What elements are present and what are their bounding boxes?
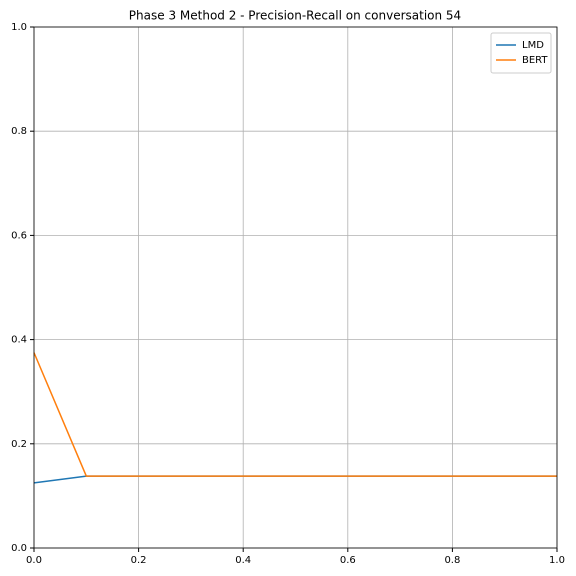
legend-label: LMD: [522, 40, 544, 51]
chart-title: Phase 3 Method 2 - Precision-Recall on c…: [129, 9, 461, 23]
x-tick-label: 0.6: [340, 555, 356, 566]
y-tick-label: 0.0: [11, 543, 27, 554]
plot-frame: [33, 26, 558, 549]
line-series: [33, 352, 557, 477]
x-tick-label: 0.2: [131, 555, 147, 566]
x-tick-label: 1.0: [549, 555, 565, 566]
y-tick-label: 1.0: [11, 22, 27, 33]
y-tick-label: 0.2: [11, 439, 27, 450]
legend-label: BERT: [522, 55, 548, 66]
y-tick-label: 0.6: [11, 230, 27, 241]
y-tick-label: 0.8: [11, 126, 27, 137]
x-tick-label: 0.0: [26, 555, 42, 566]
x-tick-label: 0.8: [444, 555, 460, 566]
x-tick-label: 0.4: [235, 555, 251, 566]
legend-box: [490, 32, 552, 74]
y-tick-label: 0.4: [11, 335, 27, 346]
legend: LMD BERT: [490, 32, 552, 74]
